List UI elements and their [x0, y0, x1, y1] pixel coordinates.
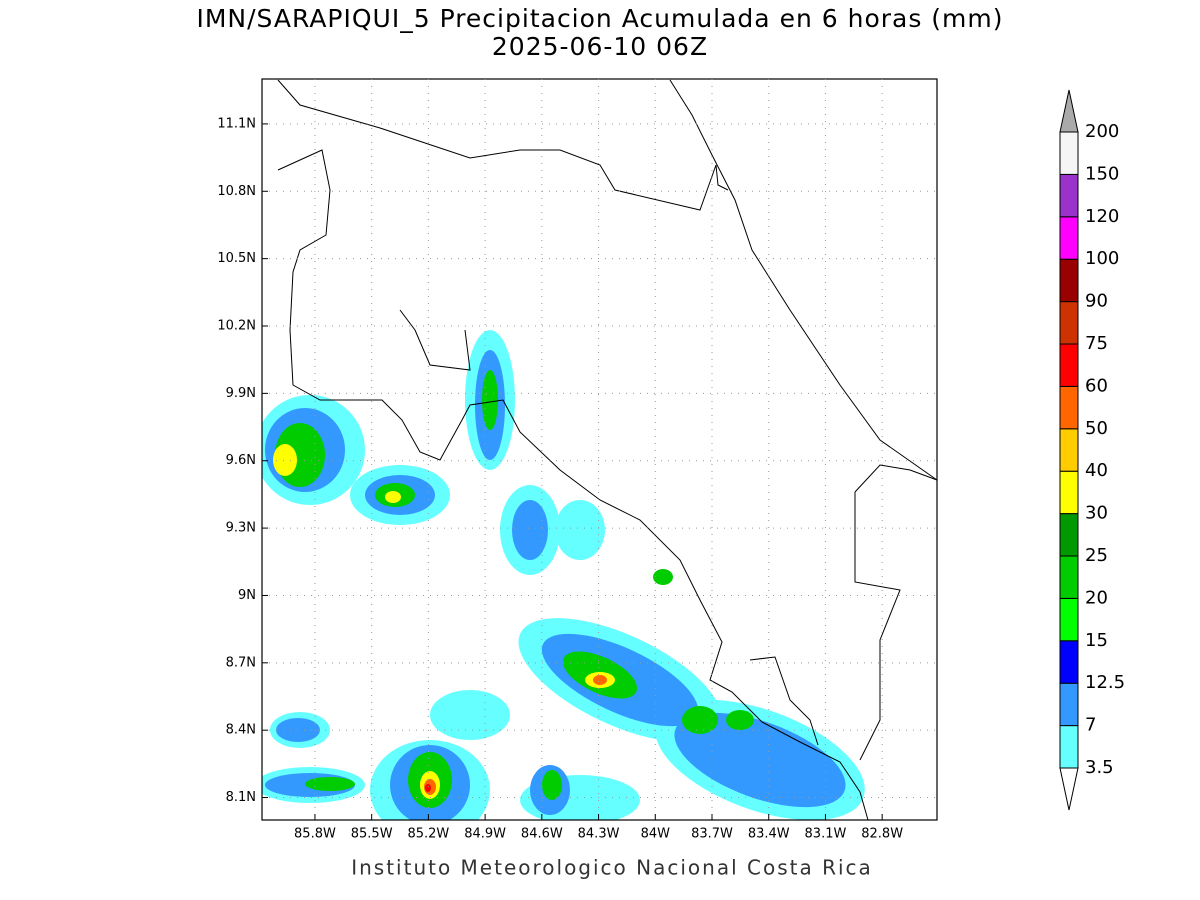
- colorbar-label: 120: [1085, 206, 1119, 227]
- x-tick-label: 84W: [641, 827, 671, 842]
- footer: Instituto Meteorologico Nacional Costa R…: [351, 856, 873, 880]
- colorbar-label: 200: [1085, 121, 1119, 142]
- x-tick-label: 82.8W: [861, 827, 903, 842]
- colorbar-segment: [1059, 513, 1079, 557]
- colorbar-label: 3.5: [1085, 757, 1114, 778]
- subtitle: 2025-06-10 06Z: [492, 32, 708, 61]
- colorbar-segment: [1059, 216, 1079, 260]
- x-tick-label: 85.5W: [351, 827, 393, 842]
- colorbar-under: [1059, 767, 1079, 811]
- map-area: [261, 78, 938, 821]
- colorbar-segment: [1059, 725, 1079, 769]
- colorbar-label: 25: [1085, 545, 1108, 566]
- title: IMN/SARAPIQUI_5 Precipitacion Acumulada …: [196, 4, 1003, 33]
- colorbar-segment: [1059, 343, 1079, 387]
- x-tick-label: 83.4W: [748, 827, 790, 842]
- colorbar-segment: [1059, 131, 1079, 175]
- colorbar-label: 90: [1085, 291, 1108, 312]
- y-tick-label: 8.7N: [226, 655, 256, 670]
- colorbar-label: 100: [1085, 248, 1119, 269]
- colorbar-label: 75: [1085, 333, 1108, 354]
- colorbar-segment: [1059, 470, 1079, 515]
- x-tick-label: 85.2W: [407, 827, 449, 842]
- coastlines: [277, 79, 938, 821]
- colorbar-label: 30: [1085, 503, 1108, 524]
- colorbar-label: 40: [1085, 460, 1108, 481]
- colorbar-label: 50: [1085, 418, 1108, 439]
- colorbar-label: 60: [1085, 375, 1108, 396]
- y-tick-label: 8.4N: [226, 723, 256, 738]
- map-frame: [261, 78, 938, 821]
- x-tick-label: 84.9W: [464, 827, 506, 842]
- y-tick-label: 9.6N: [226, 453, 256, 468]
- colorbar-label: 15: [1085, 630, 1108, 651]
- colorbar-segment: [1059, 428, 1079, 472]
- colorbar-segment: [1059, 555, 1079, 599]
- colorbar-segment: [1059, 640, 1079, 684]
- y-tick-label: 10.8N: [217, 184, 256, 199]
- colorbar-label: 7: [1085, 715, 1096, 736]
- x-tick-label: 83.7W: [691, 827, 733, 842]
- x-tick-label: 85.8W: [294, 827, 336, 842]
- colorbar-segment: [1059, 173, 1079, 218]
- colorbar-label: 12.5: [1085, 672, 1125, 693]
- y-tick-label: 9.9N: [226, 386, 256, 401]
- y-tick-label: 9.3N: [226, 521, 256, 536]
- y-tick-label: 10.2N: [217, 319, 256, 334]
- colorbar-segment: [1059, 682, 1079, 727]
- colorbar-label: 20: [1085, 587, 1108, 608]
- colorbar-label: 150: [1085, 163, 1119, 184]
- y-tick-label: 8.1N: [226, 790, 256, 805]
- x-tick-label: 84.3W: [578, 827, 620, 842]
- x-tick-label: 83.1W: [805, 827, 847, 842]
- precip-field: [262, 330, 865, 820]
- y-tick-label: 10.5N: [217, 251, 256, 266]
- y-tick-label: 11.1N: [217, 116, 256, 131]
- colorbar-segment: [1059, 258, 1079, 303]
- y-tick-label: 9N: [238, 588, 256, 603]
- colorbar-segment: [1059, 301, 1079, 345]
- colorbar-segment: [1059, 385, 1079, 430]
- x-tick-label: 84.6W: [521, 827, 563, 842]
- colorbar-over: [1059, 89, 1079, 133]
- colorbar-segment: [1059, 597, 1079, 642]
